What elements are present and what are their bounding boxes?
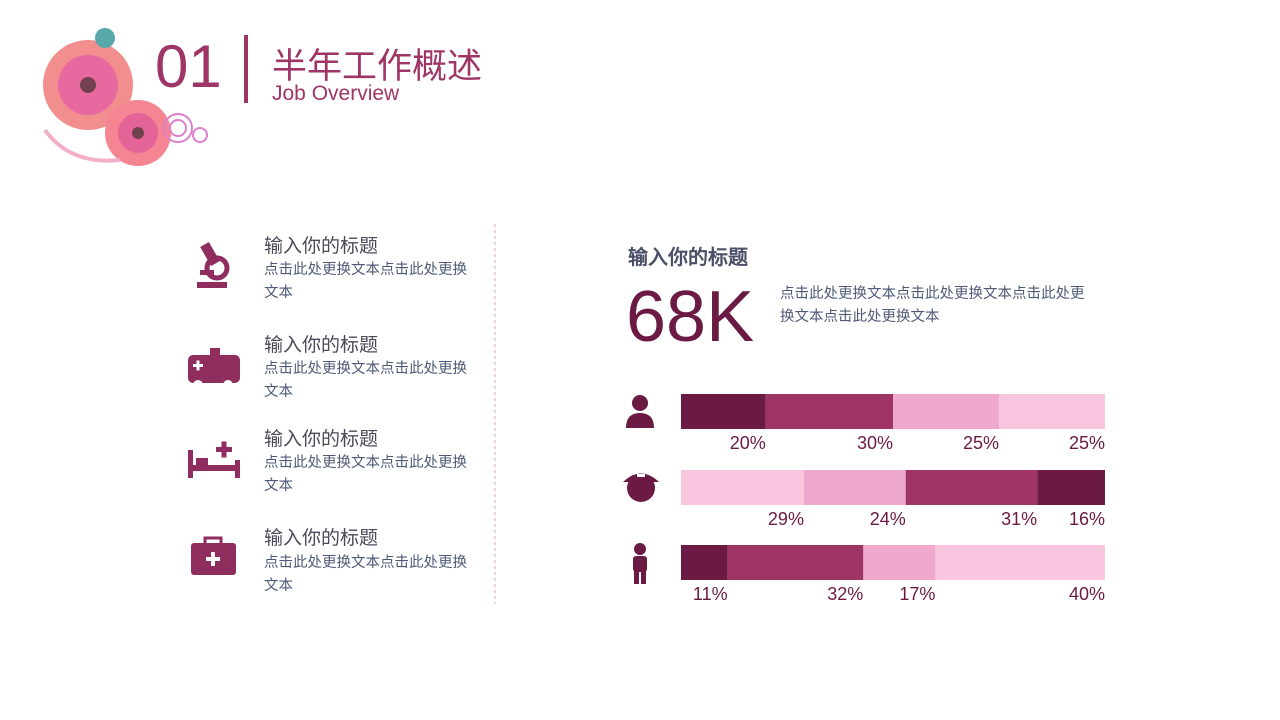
value-label: 31%	[1001, 509, 1037, 529]
header-divider	[244, 35, 248, 103]
bar-segment	[1037, 470, 1105, 505]
value-label: 25%	[963, 433, 999, 453]
worker-icon	[633, 543, 647, 584]
bar-segment	[681, 394, 766, 429]
bar-segment	[863, 545, 936, 580]
section-subtitle: Job Overview	[272, 82, 400, 105]
value-label: 25%	[1069, 433, 1105, 453]
bar-segment	[935, 545, 1105, 580]
value-label: 11%	[693, 584, 728, 604]
highlight-text: 点击此处更换文本点击此处更换文本点击此处更换文本点击此处更换文本	[780, 286, 1085, 325]
person-icons	[623, 395, 659, 584]
bar-segment	[893, 394, 999, 429]
icons	[188, 241, 240, 575]
value-label: 30%	[857, 433, 893, 453]
highlight-title: 输入你的标题	[628, 245, 748, 269]
doctor-icon	[626, 395, 654, 428]
section-title: 半年工作概述	[272, 47, 483, 87]
bar-segment	[681, 545, 728, 580]
value-label: 20%	[730, 433, 766, 453]
item-text: 点击此处更换文本点击此处更换文本	[264, 555, 467, 594]
highlight-figure: 68K	[626, 277, 755, 357]
bar-segment	[999, 394, 1105, 429]
value-label: 40%	[1069, 584, 1105, 604]
bar-segment	[765, 394, 893, 429]
medkit-icon	[191, 536, 236, 575]
bar-segment	[905, 470, 1038, 505]
section-number: 01	[155, 33, 222, 100]
value-label: 24%	[870, 509, 906, 529]
item-text: 点击此处更换文本点击此处更换文本	[264, 455, 467, 494]
item-title: 输入你的标题	[264, 235, 379, 257]
bar-segment	[681, 470, 804, 505]
value-label: 29%	[768, 509, 804, 529]
value-label: 32%	[827, 584, 863, 604]
ambulance-icon	[188, 348, 240, 390]
flower-decoration	[43, 28, 208, 166]
bed-icon	[188, 441, 240, 478]
item-text: 点击此处更换文本点击此处更换文本	[264, 262, 467, 301]
item-title: 输入你的标题	[264, 527, 379, 549]
nurse-icon	[623, 473, 659, 502]
item-title: 输入你的标题	[264, 428, 379, 450]
bar-segment	[727, 545, 864, 580]
value-label: 16%	[1069, 509, 1105, 529]
microscope-icon	[197, 241, 230, 288]
item-text: 点击此处更换文本点击此处更换文本	[264, 361, 467, 400]
item-title: 输入你的标题	[264, 334, 379, 356]
bar-segment	[803, 470, 906, 505]
value-label: 17%	[899, 584, 935, 604]
